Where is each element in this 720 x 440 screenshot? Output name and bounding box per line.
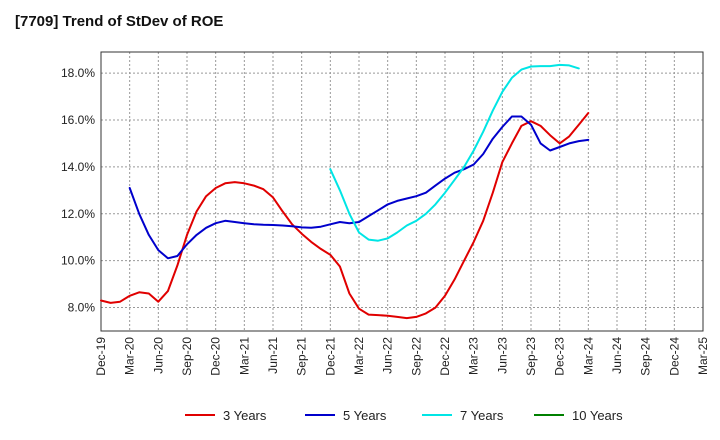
x-tick-label: Jun-22 [381,337,395,374]
x-tick-label: Sep-23 [524,337,538,376]
x-tick-label: Sep-20 [180,337,194,376]
series-line-7-years [329,63,580,242]
x-tick-label: Mar-20 [123,337,137,375]
x-tick-label: Dec-22 [438,337,452,376]
series-line-3-years [100,112,590,320]
y-axis-tick-labels: 8.0% 10.0% 12.0% 14.0% 16.0% 18.0% [61,66,95,314]
series-line-5-years [128,115,590,260]
plot-frame [100,51,704,332]
x-tick-label: Dec-24 [667,337,681,376]
legend-label: 10 Years [572,408,623,423]
x-tick-label: Dec-20 [209,337,223,376]
x-tick-label: Dec-23 [553,337,567,376]
x-tick-label: Dec-21 [323,337,337,376]
x-tick-label: Jun-20 [151,337,165,374]
series-lines [100,63,590,320]
x-tick-label: Jun-21 [266,337,280,374]
x-tick-label: Mar-21 [237,337,251,375]
y-tick-label: 12.0% [61,207,95,221]
y-tick-label: 16.0% [61,113,95,127]
chart-title: [7709] Trend of StDev of ROE [15,13,224,30]
legend-label: 5 Years [343,408,387,423]
y-tick-label: 8.0% [68,301,96,315]
x-axis-tick-labels: Dec-19 Mar-20 Jun-20 Sep-20 Dec-20 Mar-21 Jun-… [94,337,710,376]
grid-lines [101,52,703,331]
y-tick-label: 10.0% [61,254,95,268]
x-tick-label: Mar-22 [352,337,366,375]
legend-label: 3 Years [223,408,267,423]
x-tick-label: Mar-24 [581,337,595,375]
x-tick-label: Mar-23 [467,337,481,375]
y-tick-label: 14.0% [61,160,95,174]
x-tick-label: Sep-22 [409,337,423,376]
x-tick-label: Mar-25 [696,337,710,375]
x-tick-label: Jun-23 [495,337,509,374]
x-tick-label: Dec-19 [94,337,108,376]
x-tick-label: Jun-24 [610,337,624,374]
x-tick-label: Sep-24 [639,337,653,376]
legend: 3 Years 5 Years 7 Years 10 Years [185,408,623,423]
legend-label: 7 Years [460,408,504,423]
x-tick-label: Sep-21 [295,337,309,376]
y-tick-label: 18.0% [61,66,95,80]
